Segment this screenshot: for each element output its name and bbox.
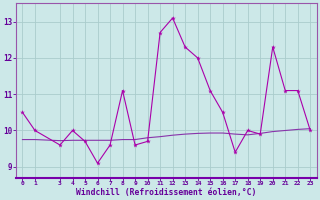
X-axis label: Windchill (Refroidissement éolien,°C): Windchill (Refroidissement éolien,°C) (76, 188, 257, 197)
